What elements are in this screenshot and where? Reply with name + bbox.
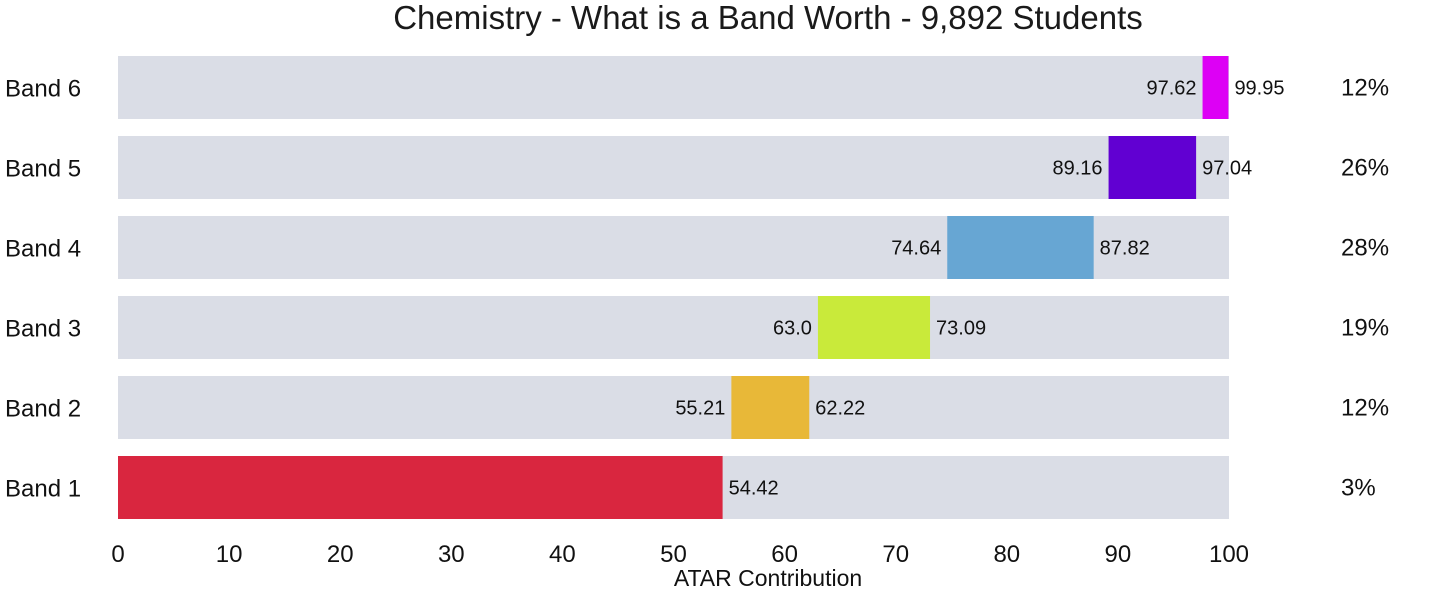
band-3-label: Band 3: [5, 316, 81, 343]
bars-group: Band 6 97.62 99.95 12% Band 5 89.16 97.04 26% Ba…: [5, 56, 1389, 519]
band-5-end-label: 97.04: [1202, 158, 1252, 180]
x-tick-label: 60: [771, 541, 798, 568]
band-2-track: [118, 376, 1229, 439]
band-3-bar: [817, 296, 931, 359]
band-6-start-label: 97.62: [1146, 78, 1196, 100]
band-1-bar: [118, 456, 723, 519]
chart-title: Chemistry - What is a Band Worth - 9,892…: [393, 0, 1143, 36]
x-axis-label: ATAR Contribution: [674, 565, 862, 591]
band-4-percent: 28%: [1341, 235, 1389, 262]
x-tick-label: 0: [111, 541, 124, 568]
x-tick-label: 90: [1105, 541, 1132, 568]
x-tick-label: 40: [549, 541, 576, 568]
x-tick-label: 30: [438, 541, 465, 568]
band-2-bar: [731, 376, 810, 439]
band-6-track: [118, 56, 1229, 119]
band-2-percent: 12%: [1341, 395, 1389, 422]
x-tick-label: 20: [327, 541, 354, 568]
band-3-percent: 19%: [1341, 315, 1389, 342]
band-6-label: Band 6: [5, 76, 81, 103]
x-tick-label: 50: [660, 541, 687, 568]
band-5-label: Band 5: [5, 156, 81, 183]
band-6-bar: [1202, 56, 1229, 119]
band-5-start-label: 89.16: [1053, 158, 1103, 180]
band-4-bar: [947, 216, 1094, 279]
x-tick-label: 100: [1209, 541, 1249, 568]
band-2-start-label: 55.21: [675, 398, 725, 420]
band-3-track: [118, 296, 1229, 359]
band-3-start-label: 63.0: [773, 318, 812, 340]
band-4-label: Band 4: [5, 236, 81, 263]
x-tick-label: 10: [216, 541, 243, 568]
band-3-end-label: 73.09: [936, 318, 986, 340]
band-4-end-label: 87.82: [1100, 238, 1150, 260]
band-6-end-label: 99.95: [1234, 78, 1284, 100]
band-1-end-label: 54.42: [729, 478, 779, 500]
x-axis-ticks: 0 10 20 30 40 50 60 70 80 90 100: [111, 541, 1249, 568]
band-5-track: [118, 136, 1229, 199]
band-4-start-label: 74.64: [891, 238, 941, 260]
x-tick-label: 80: [993, 541, 1020, 568]
band-2-label: Band 2: [5, 396, 81, 423]
band-2-end-label: 62.22: [815, 398, 865, 420]
band-1-percent: 3%: [1341, 475, 1376, 502]
band-6-percent: 12%: [1341, 75, 1389, 102]
band-1-label: Band 1: [5, 476, 81, 503]
band-5-percent: 26%: [1341, 155, 1389, 182]
band-5-bar: [1108, 136, 1197, 199]
x-tick-label: 70: [882, 541, 909, 568]
